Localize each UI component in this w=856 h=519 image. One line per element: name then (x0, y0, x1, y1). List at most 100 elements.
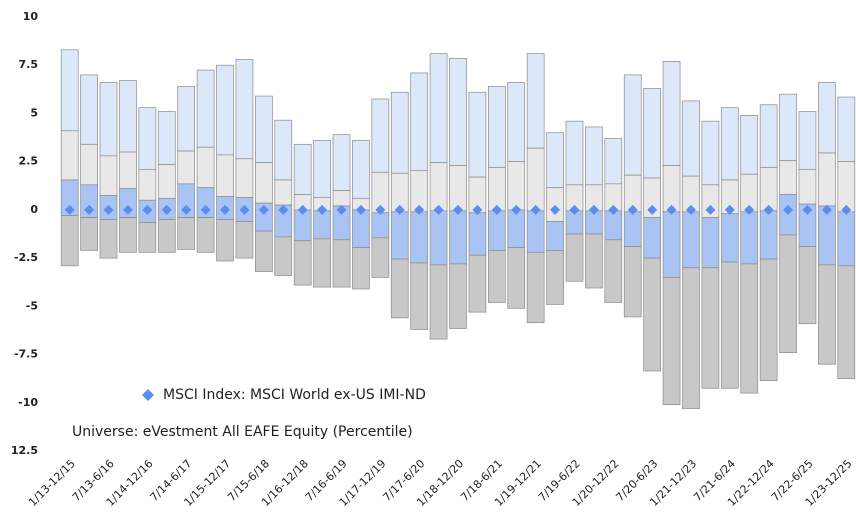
percentile-bar (798, 246, 817, 325)
index-marker (336, 204, 347, 215)
percentile-bar (837, 211, 856, 267)
percentile-bar (119, 217, 137, 253)
index-marker (491, 204, 502, 215)
percentile-bar (779, 234, 797, 353)
percentile-bar (196, 69, 215, 148)
percentile-bar (138, 107, 157, 170)
percentile-bar (390, 258, 409, 319)
percentile-bar (449, 58, 467, 166)
index-marker (200, 204, 211, 215)
percentile-bar (255, 230, 273, 272)
percentile-bar (487, 86, 506, 168)
percentile-bar (701, 217, 720, 269)
percentile-bar (60, 130, 79, 181)
index-marker (744, 204, 755, 215)
index-marker (530, 204, 541, 215)
percentile-bar (80, 74, 98, 145)
universe-label: Universe: eVestment All EAFE Equity (Per… (72, 424, 413, 440)
percentile-bar (759, 104, 778, 168)
percentile-bar (80, 217, 98, 251)
y-tick-label: 12.5 (11, 444, 38, 457)
index-marker (627, 204, 638, 215)
percentile-bar (759, 258, 778, 381)
percentile-bar (429, 162, 448, 212)
percentile-bar (623, 74, 642, 176)
percentile-bar (623, 246, 642, 318)
index-marker (783, 204, 794, 215)
percentile-bar (352, 140, 370, 199)
percentile-bar (546, 250, 564, 305)
index-marker (258, 204, 269, 215)
percentile-bar (565, 120, 584, 186)
percentile-bar (255, 95, 273, 163)
legend-label: MSCI Index: MSCI World ex-US IMI-ND (163, 387, 426, 403)
y-tick-label: -10 (18, 396, 38, 409)
index-marker (317, 204, 328, 215)
percentile-bar (429, 53, 448, 163)
percentile-bar (507, 161, 526, 211)
index-marker (239, 204, 250, 215)
x-tick-label: 1/13-12/15 (26, 457, 78, 509)
percentile-bar (352, 247, 370, 290)
percentile-bar (818, 264, 836, 365)
percentile-bar (507, 247, 526, 309)
percentile-bar (526, 210, 545, 253)
percentile-bar (526, 53, 545, 149)
index-marker (84, 204, 95, 215)
index-marker (142, 204, 153, 215)
index-marker (122, 204, 133, 215)
percentile-bar (662, 277, 681, 406)
index-marker (608, 204, 619, 215)
percentile-bar (449, 210, 467, 265)
y-tick-label: 0 (30, 203, 38, 216)
percentile-bar (720, 261, 739, 389)
percentile-bar (546, 132, 564, 189)
percentile-bar (682, 211, 700, 269)
percentile-bar (119, 80, 137, 153)
percentile-bar (798, 111, 817, 170)
percentile-bar (410, 72, 429, 171)
index-marker (181, 204, 192, 215)
index-marker (802, 204, 813, 215)
percentile-bar (216, 64, 234, 156)
y-tick-label: -5 (26, 299, 38, 312)
percentile-bar (565, 233, 584, 282)
percentile-bar (410, 262, 429, 330)
percentile-bar (157, 219, 176, 253)
y-tick-label: -7.5 (14, 348, 38, 361)
percentile-bar (526, 251, 545, 324)
index-marker (414, 204, 425, 215)
percentile-bar (390, 211, 409, 260)
percentile-bar (818, 82, 836, 154)
y-tick-label: -2.5 (14, 251, 38, 264)
percentile-bar (818, 152, 836, 207)
percentile-bar (740, 263, 759, 394)
percentile-bar (60, 215, 79, 267)
percentile-bar (293, 143, 312, 195)
percentile-bar (837, 265, 856, 380)
percentile-bar (604, 210, 623, 241)
index-marker (511, 204, 522, 215)
percentile-bar (371, 98, 390, 173)
percentile-bar (779, 160, 797, 195)
percentile-bar (80, 143, 98, 186)
legend-marker (142, 389, 154, 401)
percentile-bar (196, 146, 215, 189)
percentile-bar (507, 209, 526, 248)
index-marker (433, 204, 444, 215)
y-tick-label: 10 (23, 10, 39, 23)
percentile-bar (177, 217, 196, 250)
percentile-bar (449, 263, 467, 329)
percentile-bar (332, 134, 351, 191)
percentile-bar (293, 240, 312, 286)
y-tick-label: 7.5 (19, 58, 39, 71)
index-marker (278, 204, 289, 215)
percentile-bar (487, 210, 506, 251)
index-marker (666, 204, 677, 215)
index-marker (161, 204, 172, 215)
percentile-bar (332, 239, 351, 288)
percentile-bar (255, 162, 273, 204)
percentile-bar (410, 211, 429, 264)
percentile-bar (662, 61, 681, 166)
index-marker (472, 204, 483, 215)
